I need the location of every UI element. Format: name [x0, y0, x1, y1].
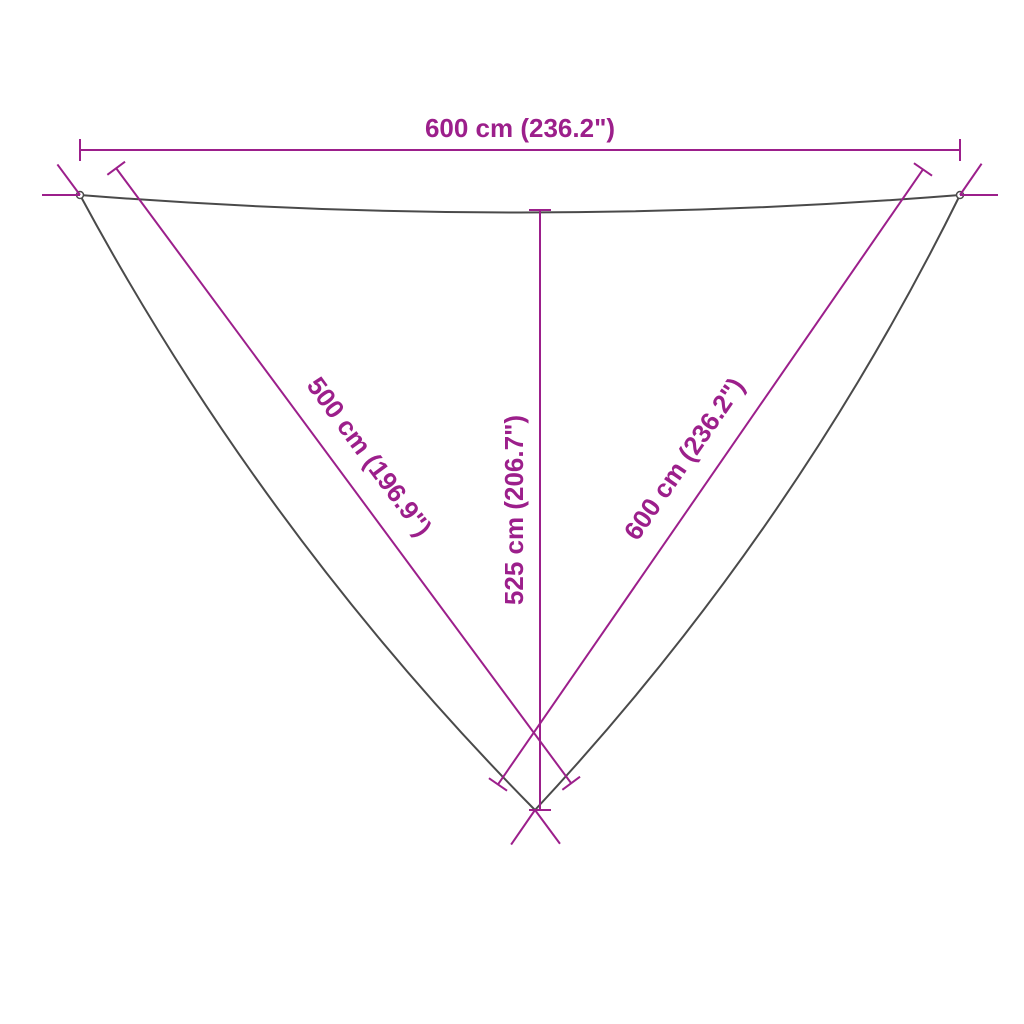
corner-tick: [511, 810, 535, 845]
corner-tick: [535, 810, 560, 844]
dim-label-right: 600 cm (236.2"): [618, 372, 751, 545]
corner-tick: [960, 164, 982, 195]
dim-line-right: [498, 169, 923, 784]
dimension-diagram: 600 cm (236.2") 525 cm (206.7") 500 cm (19…: [0, 0, 1024, 1024]
dim-label-height: 525 cm (206.7"): [499, 415, 529, 605]
corner-tick: [57, 164, 80, 195]
dim-label-left: 500 cm (196.9"): [301, 371, 438, 542]
dim-label-top: 600 cm (236.2"): [425, 113, 615, 143]
